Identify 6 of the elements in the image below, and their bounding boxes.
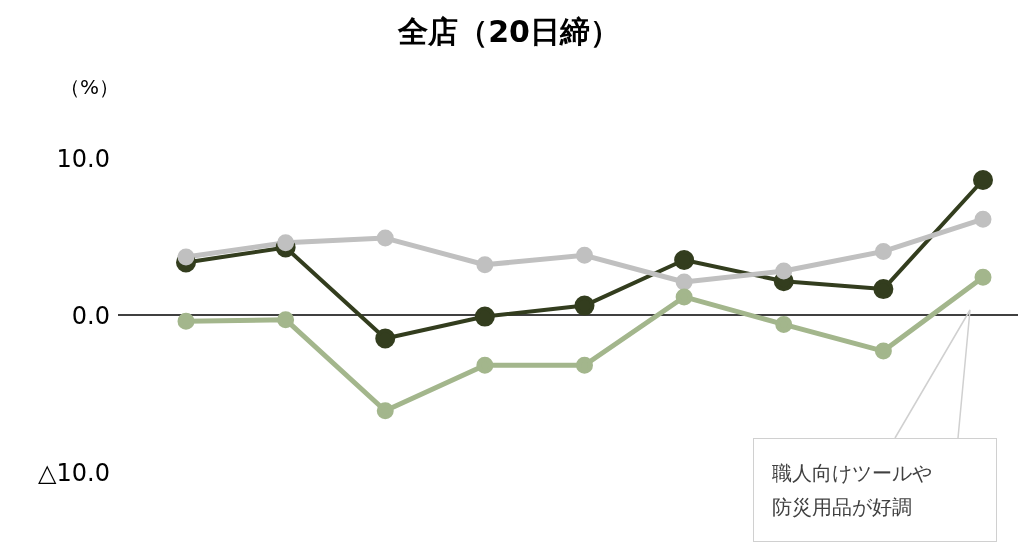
y-tick-label: 10.0 — [56, 144, 110, 173]
y-tick-label: △10.0 — [38, 458, 110, 487]
chart-title: 全店（20日締） — [397, 13, 621, 51]
y-axis-title: （%） — [60, 74, 120, 101]
y-tick-label: 0.0 — [71, 301, 110, 330]
annotation: 職人向けツールや防災用品が好調 — [772, 460, 933, 521]
